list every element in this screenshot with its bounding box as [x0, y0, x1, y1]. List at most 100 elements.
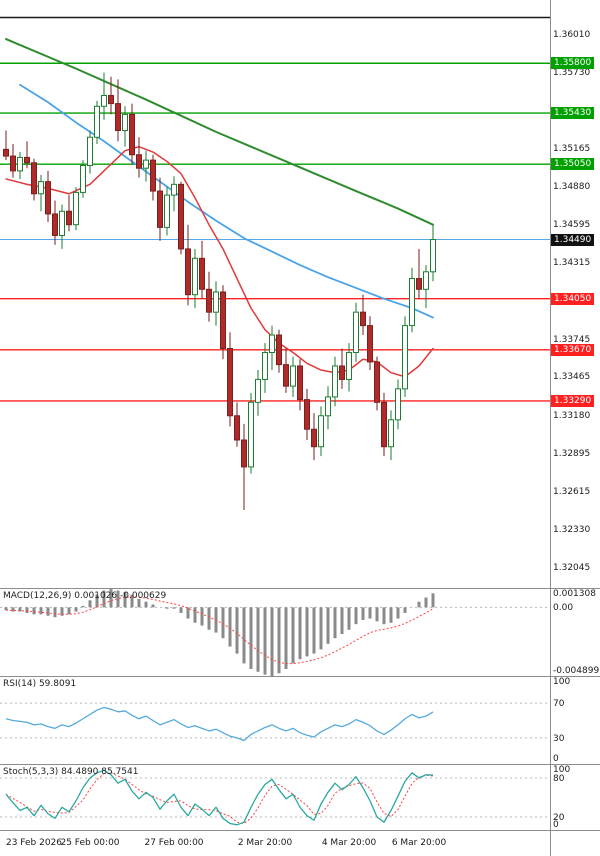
candle-body	[59, 210, 65, 236]
stochastic-panel[interactable]: Stoch(5,3,3) 84.4890 85.7541 100 80 20 0	[0, 764, 600, 830]
candle-body	[395, 388, 401, 421]
candle-body	[388, 419, 394, 448]
candle-body	[94, 105, 100, 138]
candle-body	[311, 428, 317, 448]
level-price-badge: 1.35800	[551, 57, 595, 70]
candle-body	[255, 378, 261, 403]
candle-body	[409, 278, 415, 327]
price-axis-line	[550, 0, 551, 856]
candle-body	[381, 401, 387, 448]
y-axis-label: 1.34315	[553, 258, 591, 269]
stoch-k-line	[5, 769, 434, 826]
candle-body	[164, 194, 170, 228]
y-axis-label: 1.35165	[553, 143, 591, 154]
candle-body	[332, 365, 338, 398]
candle-body	[17, 156, 23, 172]
ma-slow-line	[5, 38, 434, 226]
candle-body	[374, 361, 380, 403]
candle-body	[178, 183, 184, 250]
candle-body	[199, 257, 205, 290]
indicator-axis-label: 30	[553, 733, 565, 744]
candle-body	[353, 311, 359, 354]
candle-body	[31, 162, 37, 195]
level-price-badge: 1.33670	[551, 343, 595, 356]
candle-body	[80, 165, 86, 193]
stoch-panel-plot[interactable]	[0, 765, 550, 830]
indicator-axis-label: 0	[553, 820, 559, 830]
current-price-badge: 1.34490	[551, 233, 595, 246]
ma-mid-line	[19, 83, 434, 319]
macd-panel-plot[interactable]	[0, 589, 550, 676]
candle-body	[423, 271, 429, 290]
candle-body	[269, 334, 275, 354]
candle-body	[283, 364, 289, 387]
y-axis-label: 1.34880	[553, 182, 591, 193]
price-plot[interactable]	[0, 0, 550, 588]
stochastic-indicator-label: Stoch(5,3,3) 84.4890 85.7541	[3, 767, 139, 777]
y-axis-label: 1.33180	[553, 410, 591, 421]
macd-panel[interactable]: MACD(12,26,9) 0.001026 -0.000629 0.00130…	[0, 588, 600, 676]
indicator-axis-label: 20	[553, 813, 565, 823]
y-axis-label: 1.32895	[553, 449, 591, 460]
candle-body	[24, 156, 30, 164]
candle-body	[402, 325, 408, 390]
candle-body	[101, 95, 107, 107]
stoch-d-line	[5, 772, 434, 825]
y-axis-label: 1.33465	[553, 372, 591, 383]
candle-body	[262, 352, 268, 380]
candle-body	[290, 365, 296, 387]
candle-body	[122, 113, 128, 132]
indicator-axis-label: 100	[553, 765, 571, 775]
indicator-axis-label: -0.004899	[553, 666, 600, 676]
candle-body	[73, 191, 79, 226]
candle-body	[38, 181, 44, 195]
rsi-line	[5, 706, 434, 742]
candle-body	[367, 325, 373, 363]
y-axis-label: 1.32330	[553, 525, 591, 536]
time-axis-label: 25 Feb 00:00	[60, 838, 120, 848]
time-axis-label: 4 Mar 20:00	[321, 838, 377, 848]
level-price-badge: 1.35430	[551, 107, 595, 120]
candle-body	[213, 291, 219, 313]
candle-body	[115, 103, 121, 132]
candle-body	[227, 347, 233, 417]
candle-body	[87, 136, 93, 167]
candle-body	[248, 401, 254, 468]
candle-body	[143, 159, 149, 169]
y-axis-label: 1.32615	[553, 486, 591, 497]
time-axis-label: 6 Mar 20:00	[391, 838, 447, 848]
candle-body	[234, 415, 240, 441]
candle-body	[108, 95, 114, 105]
candle-body	[297, 365, 303, 401]
candle-body	[339, 365, 345, 380]
price-chart-panel[interactable]: 1.36010 1.35730 1.35165 1.34880 1.34595 1.343…	[0, 0, 600, 588]
candle-body	[157, 190, 163, 228]
indicator-axis-label: 80	[553, 774, 565, 784]
candle-body	[304, 399, 310, 430]
indicator-axis-label: 100	[553, 677, 571, 687]
candle-body	[52, 213, 58, 236]
candles-group	[3, 72, 436, 510]
macd-indicator-label: MACD(12,26,9) 0.001026 -0.000629	[3, 591, 167, 601]
candle-body	[360, 311, 366, 327]
candle-body	[192, 257, 198, 296]
y-axis-label: 1.33745	[553, 334, 591, 345]
indicator-axis-label: 0	[553, 754, 559, 764]
macd-signal-line	[5, 596, 434, 665]
time-axis-label: 27 Feb 00:00	[144, 838, 204, 848]
level-price-badge: 1.34050	[551, 292, 595, 305]
level-price-badge: 1.35050	[551, 158, 595, 171]
candle-body	[346, 352, 352, 380]
candle-body	[136, 154, 142, 169]
rsi-panel-plot[interactable]	[0, 677, 550, 764]
candle-body	[206, 288, 212, 313]
candle-body	[220, 291, 226, 349]
candle-body	[171, 183, 177, 196]
candle-body	[430, 239, 436, 273]
candle-body	[129, 113, 135, 156]
candle-body	[3, 148, 9, 157]
y-axis-label: 1.36010	[553, 29, 591, 40]
candle-body	[45, 181, 51, 215]
rsi-panel[interactable]: RSI(14) 59.8091 100 70 30 0	[0, 676, 600, 764]
